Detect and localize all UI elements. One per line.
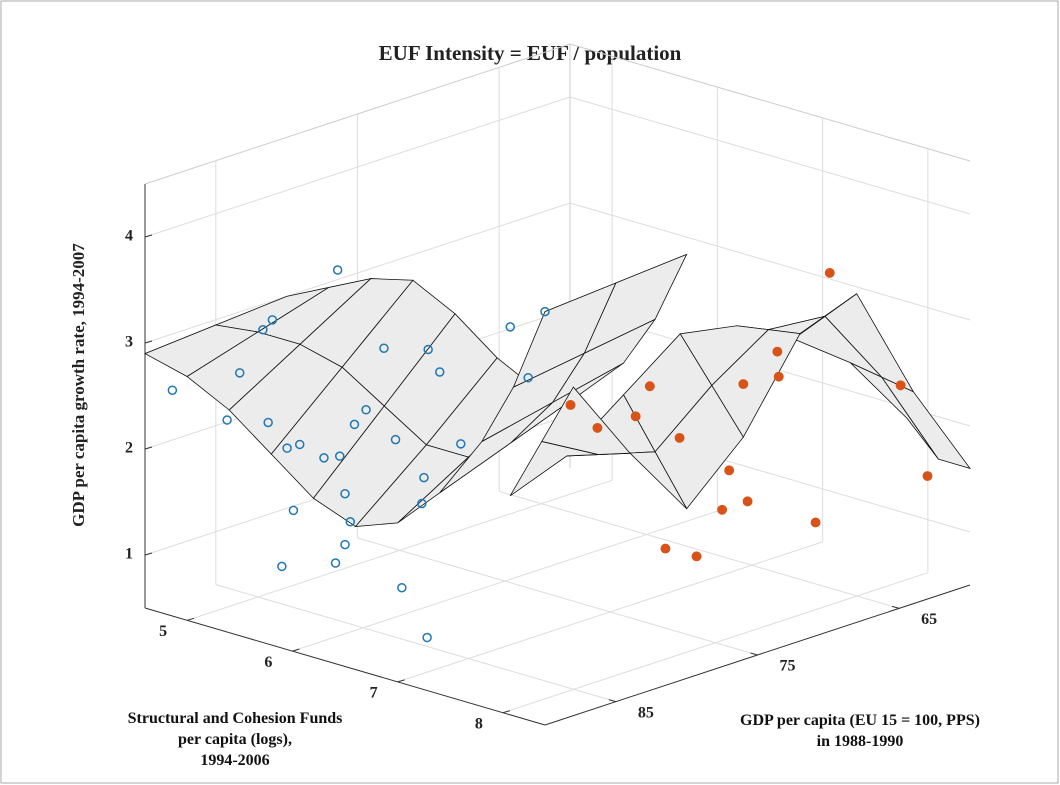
- data-point: [540, 306, 550, 317]
- data-point: [505, 322, 516, 332]
- data-point: [334, 451, 345, 461]
- data-point: [167, 385, 178, 395]
- data-point: [277, 561, 287, 572]
- z-axis-label: GDP per capita growth rate, 1994-2007: [69, 243, 88, 527]
- data-point: [456, 439, 466, 449]
- data-point: [523, 372, 533, 383]
- data-point: [691, 551, 702, 562]
- data-point: [332, 265, 343, 275]
- y-tick: [608, 699, 616, 703]
- data-point: [234, 368, 245, 378]
- x-tick-label: 5: [159, 623, 167, 640]
- data-point: [644, 381, 655, 392]
- y-tick-label: 75: [780, 658, 796, 675]
- data-point: [422, 632, 432, 643]
- data-point: [282, 443, 292, 453]
- data-point: [340, 488, 350, 499]
- data-point: [263, 417, 273, 428]
- grid-line: [569, 96, 971, 215]
- data-point: [738, 379, 749, 390]
- surface-patch: [512, 282, 617, 388]
- grid-line: [215, 584, 616, 703]
- data-point: [717, 504, 728, 515]
- data-point: [417, 498, 427, 509]
- z-tick: [144, 234, 153, 238]
- y-tick: [892, 605, 900, 609]
- data-point: [895, 380, 906, 391]
- surface-patch: [541, 386, 631, 455]
- x-tick: [502, 710, 511, 714]
- x-tick-label: 6: [264, 654, 272, 671]
- data-point: [397, 582, 407, 593]
- data-point: [565, 400, 576, 410]
- z-tick-label: 3: [125, 334, 133, 351]
- data-point: [267, 315, 278, 325]
- chart-title: EUF Intensity = EUF / population: [379, 41, 682, 65]
- data-point: [349, 419, 360, 430]
- data-point: [824, 267, 835, 278]
- box-edge: [569, 43, 971, 162]
- data-point: [319, 453, 329, 463]
- z-tick: [144, 552, 153, 556]
- data-point: [222, 415, 232, 425]
- y-tick: [750, 652, 758, 656]
- data-point: [630, 411, 641, 422]
- x-tick: [186, 617, 195, 621]
- x-tick: [397, 679, 405, 683]
- data-point: [773, 371, 784, 382]
- data-point: [434, 367, 445, 377]
- data-point: [379, 343, 389, 353]
- data-point: [592, 422, 603, 433]
- data-point: [660, 543, 671, 554]
- data-point: [340, 539, 350, 550]
- data-point: [258, 325, 268, 335]
- data-point: [772, 346, 783, 357]
- data-point: [330, 558, 341, 568]
- grid-line: [499, 490, 900, 609]
- data-point: [724, 465, 735, 476]
- data-point: [288, 505, 299, 516]
- data-point: [294, 439, 305, 450]
- z-tick: [144, 446, 153, 450]
- data-point: [390, 434, 401, 445]
- x-tick: [292, 648, 300, 652]
- y-tick-label: 65: [921, 611, 937, 628]
- z-tick-label: 2: [125, 440, 133, 457]
- z-tick: [144, 340, 153, 344]
- x-axis: [144, 607, 546, 726]
- data-point: [361, 405, 371, 415]
- data-point: [674, 432, 685, 443]
- y-axis-label: GDP per capita (EU 15 = 100, PPS) in 198…: [740, 712, 980, 750]
- x-tick-label: 7: [370, 685, 378, 702]
- data-point: [345, 517, 356, 527]
- z-tick-label: 4: [125, 228, 133, 245]
- data-point: [810, 517, 821, 528]
- data-point: [423, 344, 433, 355]
- z-tick-label: 1: [125, 546, 133, 563]
- data-point: [742, 496, 753, 507]
- data-point: [922, 471, 933, 481]
- data-point: [419, 472, 429, 483]
- x-tick-label: 8: [475, 715, 483, 732]
- grid-line: [569, 202, 971, 321]
- grid-line: [357, 537, 758, 656]
- y-tick-label: 85: [638, 704, 654, 721]
- x-axis-label: Structural and Cohesion Funds per capita…: [127, 710, 343, 769]
